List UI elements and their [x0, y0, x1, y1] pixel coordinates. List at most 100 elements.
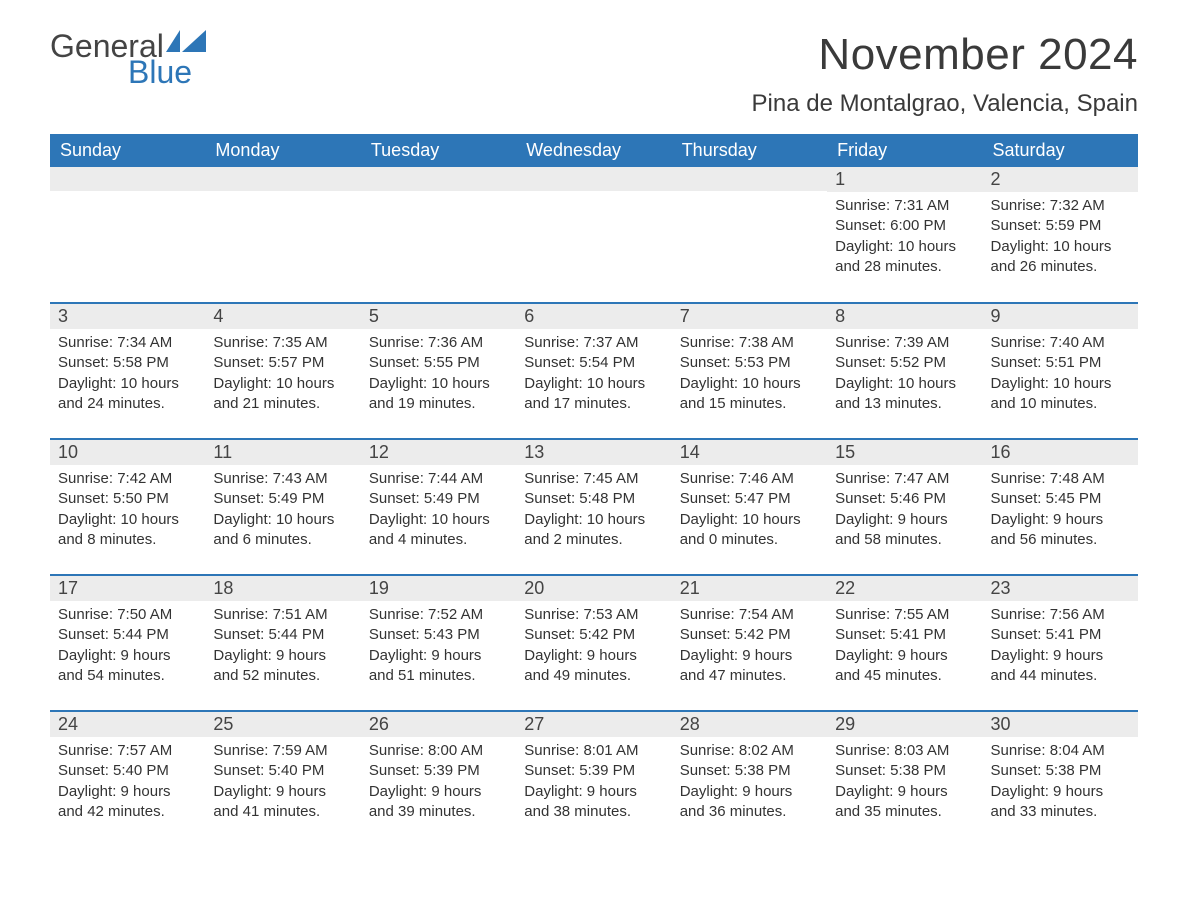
sunset-text: Sunset: 5:48 PM [524, 489, 663, 509]
calendar-day-cell: 21Sunrise: 7:54 AMSunset: 5:42 PMDayligh… [672, 575, 827, 711]
day-number: 14 [672, 440, 827, 465]
day-details: Sunrise: 8:01 AMSunset: 5:39 PMDaylight:… [516, 737, 671, 830]
calendar-week-row: 10Sunrise: 7:42 AMSunset: 5:50 PMDayligh… [50, 439, 1138, 575]
day-details: Sunrise: 7:45 AMSunset: 5:48 PMDaylight:… [516, 465, 671, 558]
sunset-text: Sunset: 5:53 PM [680, 353, 819, 373]
day-details: Sunrise: 7:32 AMSunset: 5:59 PMDaylight:… [983, 192, 1138, 285]
daylight-text: Daylight: 10 hours and 13 minutes. [835, 374, 974, 415]
sunset-text: Sunset: 5:58 PM [58, 353, 197, 373]
day-details: Sunrise: 7:34 AMSunset: 5:58 PMDaylight:… [50, 329, 205, 422]
calendar-day-cell [672, 167, 827, 303]
daylight-text: Daylight: 10 hours and 21 minutes. [213, 374, 352, 415]
day-number: 13 [516, 440, 671, 465]
sunset-text: Sunset: 5:38 PM [991, 761, 1130, 781]
sunrise-text: Sunrise: 7:37 AM [524, 333, 663, 353]
daylight-text: Daylight: 10 hours and 6 minutes. [213, 510, 352, 551]
daylight-text: Daylight: 9 hours and 58 minutes. [835, 510, 974, 551]
header: General Blue November 2024 Pina de Monta… [50, 30, 1138, 128]
day-number: 29 [827, 712, 982, 737]
sunset-text: Sunset: 5:55 PM [369, 353, 508, 373]
day-number: 3 [50, 304, 205, 329]
calendar-day-cell: 8Sunrise: 7:39 AMSunset: 5:52 PMDaylight… [827, 303, 982, 439]
calendar-day-cell: 5Sunrise: 7:36 AMSunset: 5:55 PMDaylight… [361, 303, 516, 439]
day-number: 7 [672, 304, 827, 329]
empty-daynum-bar [50, 167, 205, 191]
sunrise-text: Sunrise: 7:40 AM [991, 333, 1130, 353]
day-details: Sunrise: 7:38 AMSunset: 5:53 PMDaylight:… [672, 329, 827, 422]
day-details: Sunrise: 7:53 AMSunset: 5:42 PMDaylight:… [516, 601, 671, 694]
day-number: 19 [361, 576, 516, 601]
day-number: 28 [672, 712, 827, 737]
day-details: Sunrise: 7:52 AMSunset: 5:43 PMDaylight:… [361, 601, 516, 694]
sunrise-text: Sunrise: 7:55 AM [835, 605, 974, 625]
day-number: 20 [516, 576, 671, 601]
daylight-text: Daylight: 9 hours and 39 minutes. [369, 782, 508, 823]
sunrise-text: Sunrise: 7:44 AM [369, 469, 508, 489]
daylight-text: Daylight: 9 hours and 47 minutes. [680, 646, 819, 687]
empty-daynum-bar [516, 167, 671, 191]
daylight-text: Daylight: 9 hours and 42 minutes. [58, 782, 197, 823]
day-details: Sunrise: 7:43 AMSunset: 5:49 PMDaylight:… [205, 465, 360, 558]
sunset-text: Sunset: 5:50 PM [58, 489, 197, 509]
day-details: Sunrise: 8:04 AMSunset: 5:38 PMDaylight:… [983, 737, 1138, 830]
day-details: Sunrise: 8:02 AMSunset: 5:38 PMDaylight:… [672, 737, 827, 830]
daylight-text: Daylight: 9 hours and 44 minutes. [991, 646, 1130, 687]
sunset-text: Sunset: 5:44 PM [213, 625, 352, 645]
calendar-week-row: 3Sunrise: 7:34 AMSunset: 5:58 PMDaylight… [50, 303, 1138, 439]
weekday-header: Friday [827, 134, 982, 167]
day-number: 5 [361, 304, 516, 329]
daylight-text: Daylight: 10 hours and 28 minutes. [835, 237, 974, 278]
calendar-day-cell: 4Sunrise: 7:35 AMSunset: 5:57 PMDaylight… [205, 303, 360, 439]
sunrise-text: Sunrise: 7:36 AM [369, 333, 508, 353]
day-number: 4 [205, 304, 360, 329]
daylight-text: Daylight: 10 hours and 15 minutes. [680, 374, 819, 415]
daylight-text: Daylight: 10 hours and 10 minutes. [991, 374, 1130, 415]
day-details: Sunrise: 8:00 AMSunset: 5:39 PMDaylight:… [361, 737, 516, 830]
day-number: 2 [983, 167, 1138, 192]
daylight-text: Daylight: 9 hours and 49 minutes. [524, 646, 663, 687]
daylight-text: Daylight: 10 hours and 26 minutes. [991, 237, 1130, 278]
day-number: 26 [361, 712, 516, 737]
calendar-day-cell: 14Sunrise: 7:46 AMSunset: 5:47 PMDayligh… [672, 439, 827, 575]
sunrise-text: Sunrise: 7:52 AM [369, 605, 508, 625]
daylight-text: Daylight: 9 hours and 38 minutes. [524, 782, 663, 823]
calendar-day-cell: 17Sunrise: 7:50 AMSunset: 5:44 PMDayligh… [50, 575, 205, 711]
day-details: Sunrise: 7:50 AMSunset: 5:44 PMDaylight:… [50, 601, 205, 694]
day-number: 11 [205, 440, 360, 465]
sunrise-text: Sunrise: 7:47 AM [835, 469, 974, 489]
month-title: November 2024 [752, 30, 1138, 80]
sunrise-text: Sunrise: 8:00 AM [369, 741, 508, 761]
day-number: 30 [983, 712, 1138, 737]
sunrise-text: Sunrise: 7:31 AM [835, 196, 974, 216]
sunset-text: Sunset: 5:39 PM [524, 761, 663, 781]
flag-icon [166, 30, 206, 56]
calendar-day-cell [50, 167, 205, 303]
calendar-day-cell [361, 167, 516, 303]
sunset-text: Sunset: 5:42 PM [680, 625, 819, 645]
calendar-day-cell: 10Sunrise: 7:42 AMSunset: 5:50 PMDayligh… [50, 439, 205, 575]
sunrise-text: Sunrise: 8:04 AM [991, 741, 1130, 761]
day-number: 9 [983, 304, 1138, 329]
sunrise-text: Sunrise: 7:35 AM [213, 333, 352, 353]
sunrise-text: Sunrise: 7:59 AM [213, 741, 352, 761]
calendar-day-cell: 29Sunrise: 8:03 AMSunset: 5:38 PMDayligh… [827, 711, 982, 847]
sunrise-text: Sunrise: 7:45 AM [524, 469, 663, 489]
sunrise-text: Sunrise: 7:43 AM [213, 469, 352, 489]
calendar-day-cell: 3Sunrise: 7:34 AMSunset: 5:58 PMDaylight… [50, 303, 205, 439]
day-details: Sunrise: 7:37 AMSunset: 5:54 PMDaylight:… [516, 329, 671, 422]
weekday-header: Thursday [672, 134, 827, 167]
daylight-text: Daylight: 9 hours and 36 minutes. [680, 782, 819, 823]
day-number: 8 [827, 304, 982, 329]
sunrise-text: Sunrise: 8:02 AM [680, 741, 819, 761]
day-number: 12 [361, 440, 516, 465]
calendar-day-cell: 28Sunrise: 8:02 AMSunset: 5:38 PMDayligh… [672, 711, 827, 847]
calendar-day-cell: 11Sunrise: 7:43 AMSunset: 5:49 PMDayligh… [205, 439, 360, 575]
brand-logo: General Blue [50, 30, 206, 88]
calendar-day-cell: 26Sunrise: 8:00 AMSunset: 5:39 PMDayligh… [361, 711, 516, 847]
sunset-text: Sunset: 5:46 PM [835, 489, 974, 509]
empty-daynum-bar [672, 167, 827, 191]
empty-daynum-bar [205, 167, 360, 191]
calendar-week-row: 24Sunrise: 7:57 AMSunset: 5:40 PMDayligh… [50, 711, 1138, 847]
sunrise-text: Sunrise: 7:48 AM [991, 469, 1130, 489]
calendar-day-cell: 19Sunrise: 7:52 AMSunset: 5:43 PMDayligh… [361, 575, 516, 711]
